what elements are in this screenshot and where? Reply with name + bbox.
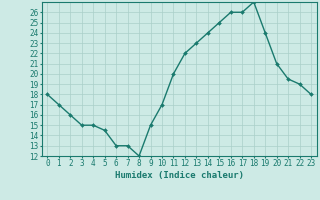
- X-axis label: Humidex (Indice chaleur): Humidex (Indice chaleur): [115, 171, 244, 180]
